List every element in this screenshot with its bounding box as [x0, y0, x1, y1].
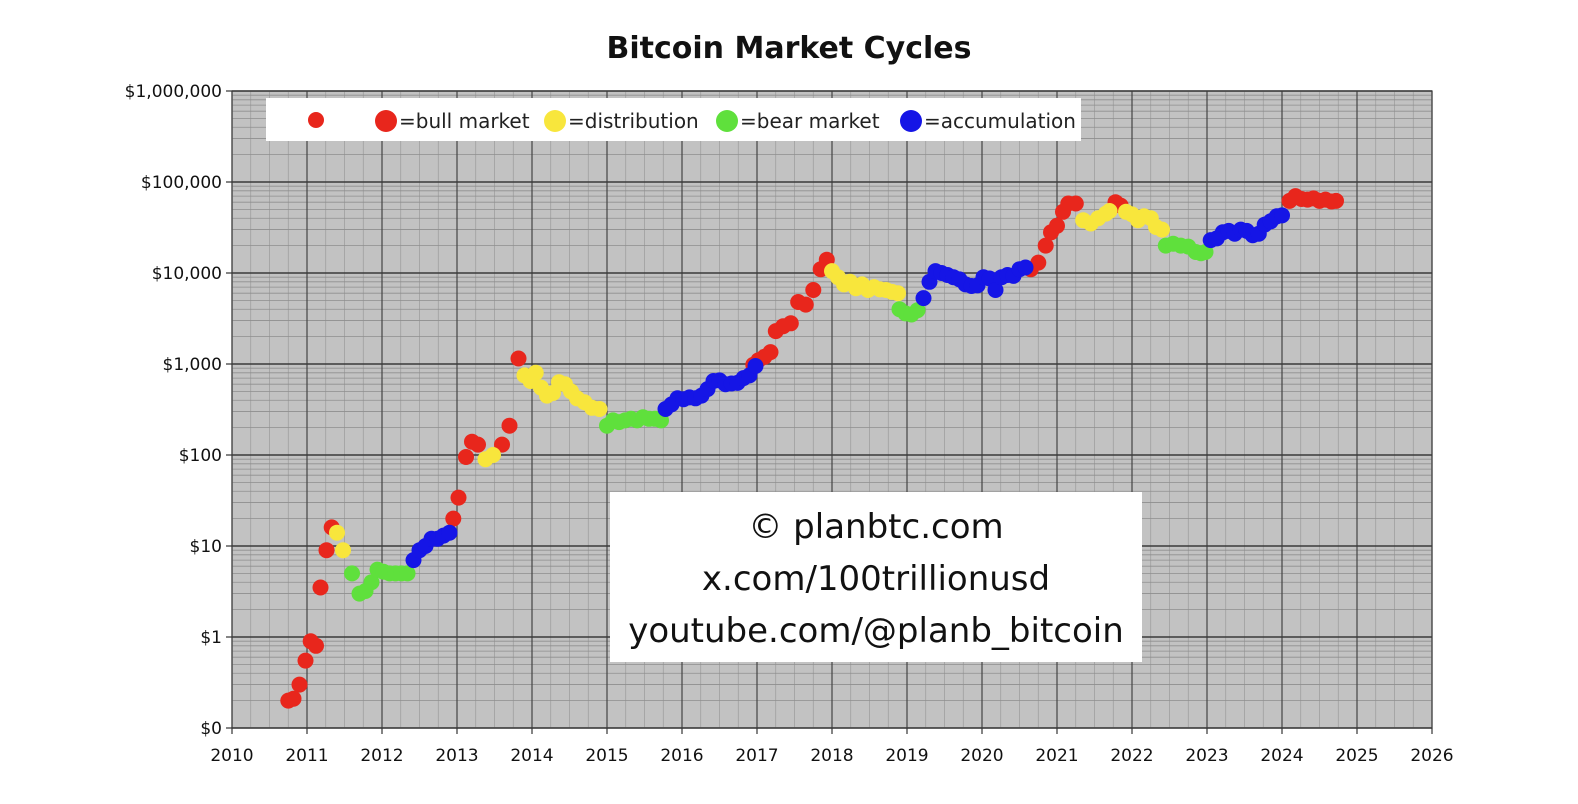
- data-point-bear: [344, 565, 360, 582]
- legend-label-distribution: =distribution: [568, 109, 699, 133]
- data-point-bear: [909, 302, 926, 319]
- data-point-accumulation: [1017, 259, 1034, 276]
- data-point-bull: [470, 436, 486, 453]
- legend-marker-accumulation: [900, 110, 922, 132]
- x-tick-label: 2012: [360, 746, 403, 766]
- x-tick-label: 2026: [1410, 746, 1453, 766]
- x-tick-label: 2020: [960, 746, 1003, 766]
- data-point-bull: [458, 449, 474, 465]
- x-axis: 2010 2011 2012 2013 2014 2015 2016 2017 2018 2019…: [210, 728, 1454, 766]
- legend-marker-bear: [716, 110, 738, 132]
- data-point-accumulation: [747, 358, 764, 374]
- data-point-bull: [285, 690, 302, 707]
- watermark-line-1: © planbtc.com: [748, 507, 1003, 547]
- data-point-bull: [1328, 192, 1344, 209]
- x-tick-label: 2015: [585, 746, 628, 766]
- legend-marker-distribution: [544, 110, 566, 132]
- legend-marker-0: [308, 112, 324, 128]
- x-tick-label: 2024: [1260, 746, 1303, 766]
- data-point-bull: [297, 652, 314, 669]
- y-tick-label: $10: [190, 537, 222, 557]
- data-point-distribution: [890, 285, 906, 302]
- x-tick-label: 2023: [1185, 746, 1228, 766]
- chart-title: Bitcoin Market Cycles: [607, 31, 972, 66]
- x-tick-label: 2010: [210, 746, 253, 766]
- data-points: [280, 188, 1344, 709]
- x-tick-label: 2021: [1035, 746, 1078, 766]
- data-point-bull: [494, 436, 510, 453]
- x-tick-label: 2025: [1335, 746, 1378, 766]
- y-tick-label: $1,000,000: [125, 82, 222, 102]
- data-point-distribution: [1154, 221, 1170, 238]
- data-point-bull: [450, 489, 467, 506]
- data-point-bull: [1067, 195, 1084, 212]
- data-point-bull: [805, 282, 822, 298]
- data-point-distribution: [335, 542, 351, 559]
- y-tick-label: $1,000: [163, 355, 222, 375]
- x-tick-label: 2018: [810, 746, 853, 766]
- data-point-bull: [510, 350, 527, 367]
- data-point-bull: [318, 542, 335, 559]
- y-axis: $0 $1 $10 $100 $1,000 $10,000 $100,000 $1,000,0…: [125, 82, 232, 739]
- data-point-bear: [399, 565, 416, 582]
- watermark-line-2: x.com/100trillionusd: [702, 559, 1050, 599]
- y-tick-label: $100,000: [141, 173, 222, 193]
- watermark: © planbtc.com x.com/100trillionusd youtu…: [610, 492, 1142, 662]
- x-tick-label: 2017: [735, 746, 778, 766]
- y-tick-label: $1: [200, 628, 222, 648]
- legend-marker-bull: [375, 110, 397, 132]
- data-point-bull: [1030, 254, 1047, 271]
- legend-label-bear: =bear market: [740, 109, 880, 133]
- legend-label-bull: =bull market: [399, 109, 530, 133]
- data-point-bull: [797, 296, 814, 313]
- data-point-accumulation: [1274, 207, 1290, 224]
- data-point-bull: [1037, 237, 1054, 254]
- x-tick-label: 2016: [660, 746, 703, 766]
- x-tick-label: 2011: [285, 746, 328, 766]
- data-point-accumulation: [441, 524, 458, 541]
- data-point-bull: [312, 579, 329, 596]
- y-tick-label: $0: [200, 719, 222, 739]
- legend-label-accumulation: =accumulation: [924, 109, 1076, 133]
- data-point-bull: [501, 417, 518, 434]
- data-point-bull: [445, 510, 462, 527]
- data-point-bear: [363, 574, 380, 591]
- data-point-bull: [1049, 217, 1065, 234]
- x-tick-label: 2022: [1110, 746, 1153, 766]
- x-tick-label: 2013: [435, 746, 478, 766]
- data-point-distribution: [485, 447, 501, 463]
- data-point-bull: [308, 637, 324, 654]
- legend: =bull market =distribution =bear market …: [266, 98, 1081, 141]
- data-point-distribution: [329, 524, 345, 541]
- data-point-accumulation: [915, 290, 932, 307]
- x-tick-label: 2014: [510, 746, 553, 766]
- data-point-accumulation: [987, 282, 1004, 298]
- y-tick-label: $100: [179, 446, 222, 466]
- x-tick-label: 2019: [885, 746, 928, 766]
- legend-box: [266, 98, 1081, 141]
- data-point-distribution: [591, 401, 608, 417]
- data-point-bull: [782, 315, 799, 332]
- data-point-bull: [291, 676, 308, 693]
- data-point-distribution: [1101, 203, 1118, 219]
- watermark-box: [610, 492, 1142, 662]
- y-tick-label: $10,000: [152, 264, 222, 284]
- data-point-bull: [762, 344, 779, 361]
- data-point-distribution: [527, 364, 544, 381]
- watermark-line-3: youtube.com/@planb_bitcoin: [628, 611, 1124, 651]
